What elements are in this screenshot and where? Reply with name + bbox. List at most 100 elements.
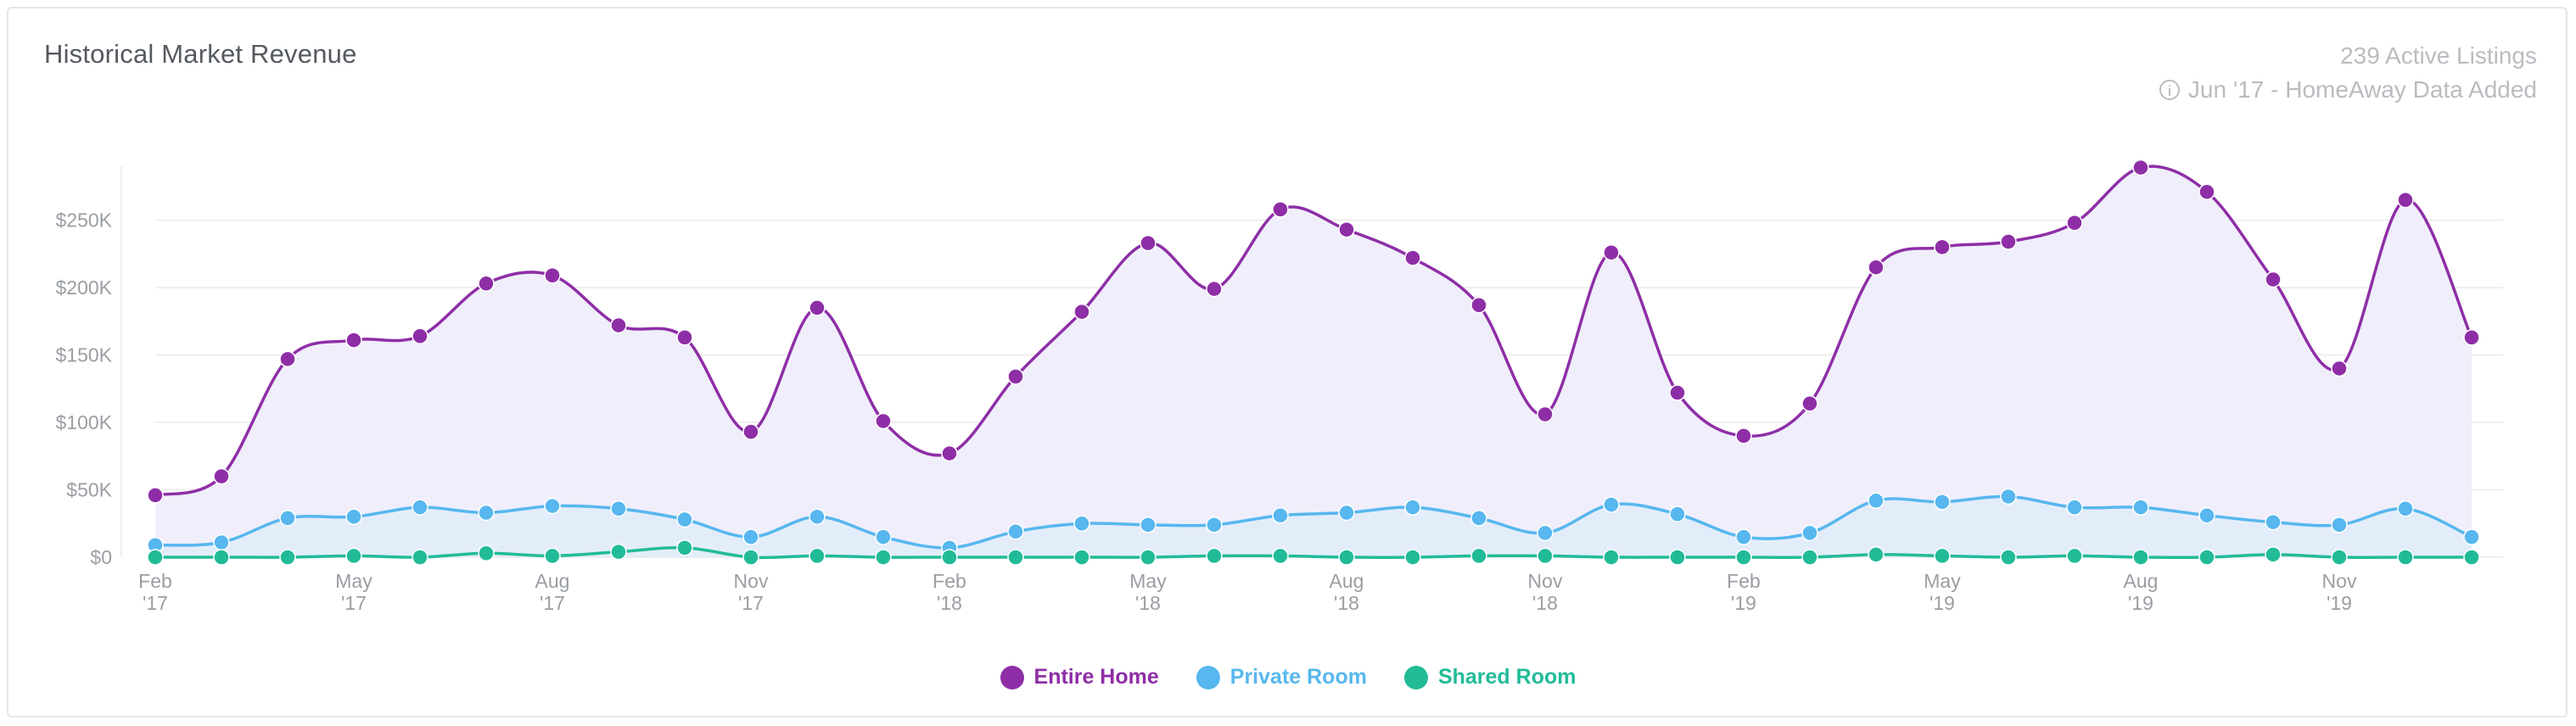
legend-label-entire-home: Entire Home [1033, 665, 1159, 689]
data-point-entire-home [1603, 243, 1620, 261]
active-listings-label: 239 Active Listings [2340, 42, 2537, 69]
data-point-shared-room [279, 549, 296, 566]
x-tick-label: Nov '19 [2322, 570, 2357, 614]
data-point-private-room [1404, 499, 1421, 516]
data-point-entire-home [1073, 303, 1090, 321]
data-point-entire-home [2265, 271, 2282, 288]
data-point-shared-room [809, 547, 826, 565]
data-point-private-room [412, 499, 428, 516]
data-point-shared-room [1338, 549, 1355, 566]
data-point-shared-room [1603, 549, 1620, 566]
data-point-entire-home [676, 329, 693, 346]
data-point-shared-room [1669, 549, 1686, 566]
y-tick-label: $200K [55, 276, 112, 299]
data-point-shared-room [1537, 547, 1554, 565]
data-point-shared-room [2132, 549, 2149, 566]
data-point-entire-home [1537, 405, 1554, 423]
data-point-shared-room [1404, 549, 1421, 566]
data-point-private-room [1338, 504, 1355, 522]
data-point-entire-home [809, 299, 826, 316]
data-point-entire-home [1868, 259, 1884, 276]
data-point-entire-home [147, 487, 164, 504]
chart-meta: 239 Active Listings Jun '17 - HomeAway D… [2159, 39, 2537, 107]
data-point-entire-home [742, 423, 759, 440]
data-note-label: Jun '17 - HomeAway Data Added [2187, 76, 2537, 103]
data-point-shared-room [676, 539, 693, 556]
data-point-private-room [2198, 506, 2215, 524]
data-point-shared-room [875, 549, 892, 566]
data-point-private-room [1669, 505, 1686, 522]
data-point-entire-home [2331, 360, 2348, 377]
y-tick-label: $150K [55, 344, 112, 366]
data-point-entire-home [2066, 215, 2083, 232]
x-tick-label: Feb '19 [1727, 570, 1761, 614]
data-point-shared-room [1801, 549, 1818, 566]
data-point-shared-room [2000, 549, 2017, 566]
data-point-entire-home [941, 444, 958, 462]
data-point-private-room [2463, 528, 2480, 545]
points-private-room [147, 488, 2480, 556]
data-point-private-room [213, 533, 230, 551]
area-private-room [155, 496, 2472, 557]
data-point-shared-room [1007, 549, 1024, 566]
data-point-private-room [809, 508, 826, 526]
data-point-private-room [610, 500, 627, 517]
data-point-shared-room [1206, 547, 1223, 565]
legend-item-shared-room[interactable]: Shared Room [1403, 665, 1576, 690]
data-point-private-room [1073, 515, 1090, 533]
data-point-shared-room [478, 544, 495, 561]
data-point-entire-home [1007, 368, 1024, 385]
data-point-shared-room [2198, 549, 2215, 566]
data-point-shared-room [1073, 549, 1090, 566]
x-tick-label: May '19 [1924, 570, 1961, 614]
data-point-shared-room [1868, 546, 1884, 563]
data-point-private-room [1470, 510, 1487, 527]
info-icon[interactable] [2159, 80, 2180, 100]
x-tick-label: May '17 [335, 570, 372, 614]
data-point-entire-home [1470, 296, 1487, 314]
legend-item-private-room[interactable]: Private Room [1196, 665, 1367, 690]
data-point-entire-home [2198, 183, 2215, 200]
data-point-private-room [875, 528, 892, 545]
points-shared-room [147, 539, 2480, 566]
data-point-shared-room [147, 549, 164, 566]
data-point-entire-home [1404, 249, 1421, 266]
data-point-private-room [2066, 499, 2083, 516]
data-point-private-room [2132, 499, 2149, 516]
data-point-entire-home [1801, 395, 1818, 412]
data-point-entire-home [1669, 384, 1686, 401]
data-point-shared-room [1272, 547, 1289, 565]
y-tick-label: $250K [55, 209, 112, 232]
data-point-shared-room [941, 549, 958, 566]
data-point-shared-room [1934, 547, 1951, 565]
y-tick-label: $100K [55, 411, 112, 433]
legend-label-shared-room: Shared Room [1437, 665, 1576, 689]
data-point-private-room [1934, 494, 1951, 511]
x-tick-label: Nov '18 [1528, 570, 1563, 614]
data-point-entire-home [2463, 329, 2480, 346]
data-point-private-room [1868, 492, 1884, 509]
data-point-entire-home [2000, 233, 2017, 250]
data-point-shared-room [345, 547, 362, 565]
data-point-private-room [279, 510, 296, 527]
data-point-entire-home [1338, 221, 1355, 238]
data-point-shared-room [2397, 549, 2414, 566]
data-point-entire-home [2397, 191, 2414, 209]
x-tick-label: Feb '17 [138, 570, 172, 614]
area-entire-home [155, 166, 2472, 557]
data-point-private-room [676, 511, 693, 528]
data-point-entire-home [213, 467, 230, 485]
data-point-shared-room [610, 543, 627, 561]
data-point-entire-home [478, 275, 495, 293]
data-point-entire-home [1934, 238, 1951, 256]
data-point-entire-home [345, 332, 362, 349]
legend-item-entire-home[interactable]: Entire Home [1000, 665, 1159, 690]
data-point-private-room [2265, 513, 2282, 531]
data-point-private-room [345, 508, 362, 526]
data-point-shared-room [2463, 549, 2480, 566]
x-tick-label: Aug '18 [1330, 570, 1364, 614]
data-point-private-room [1537, 524, 1554, 542]
data-point-private-room [2000, 488, 2017, 505]
y-tick-label: $50K [66, 479, 112, 501]
